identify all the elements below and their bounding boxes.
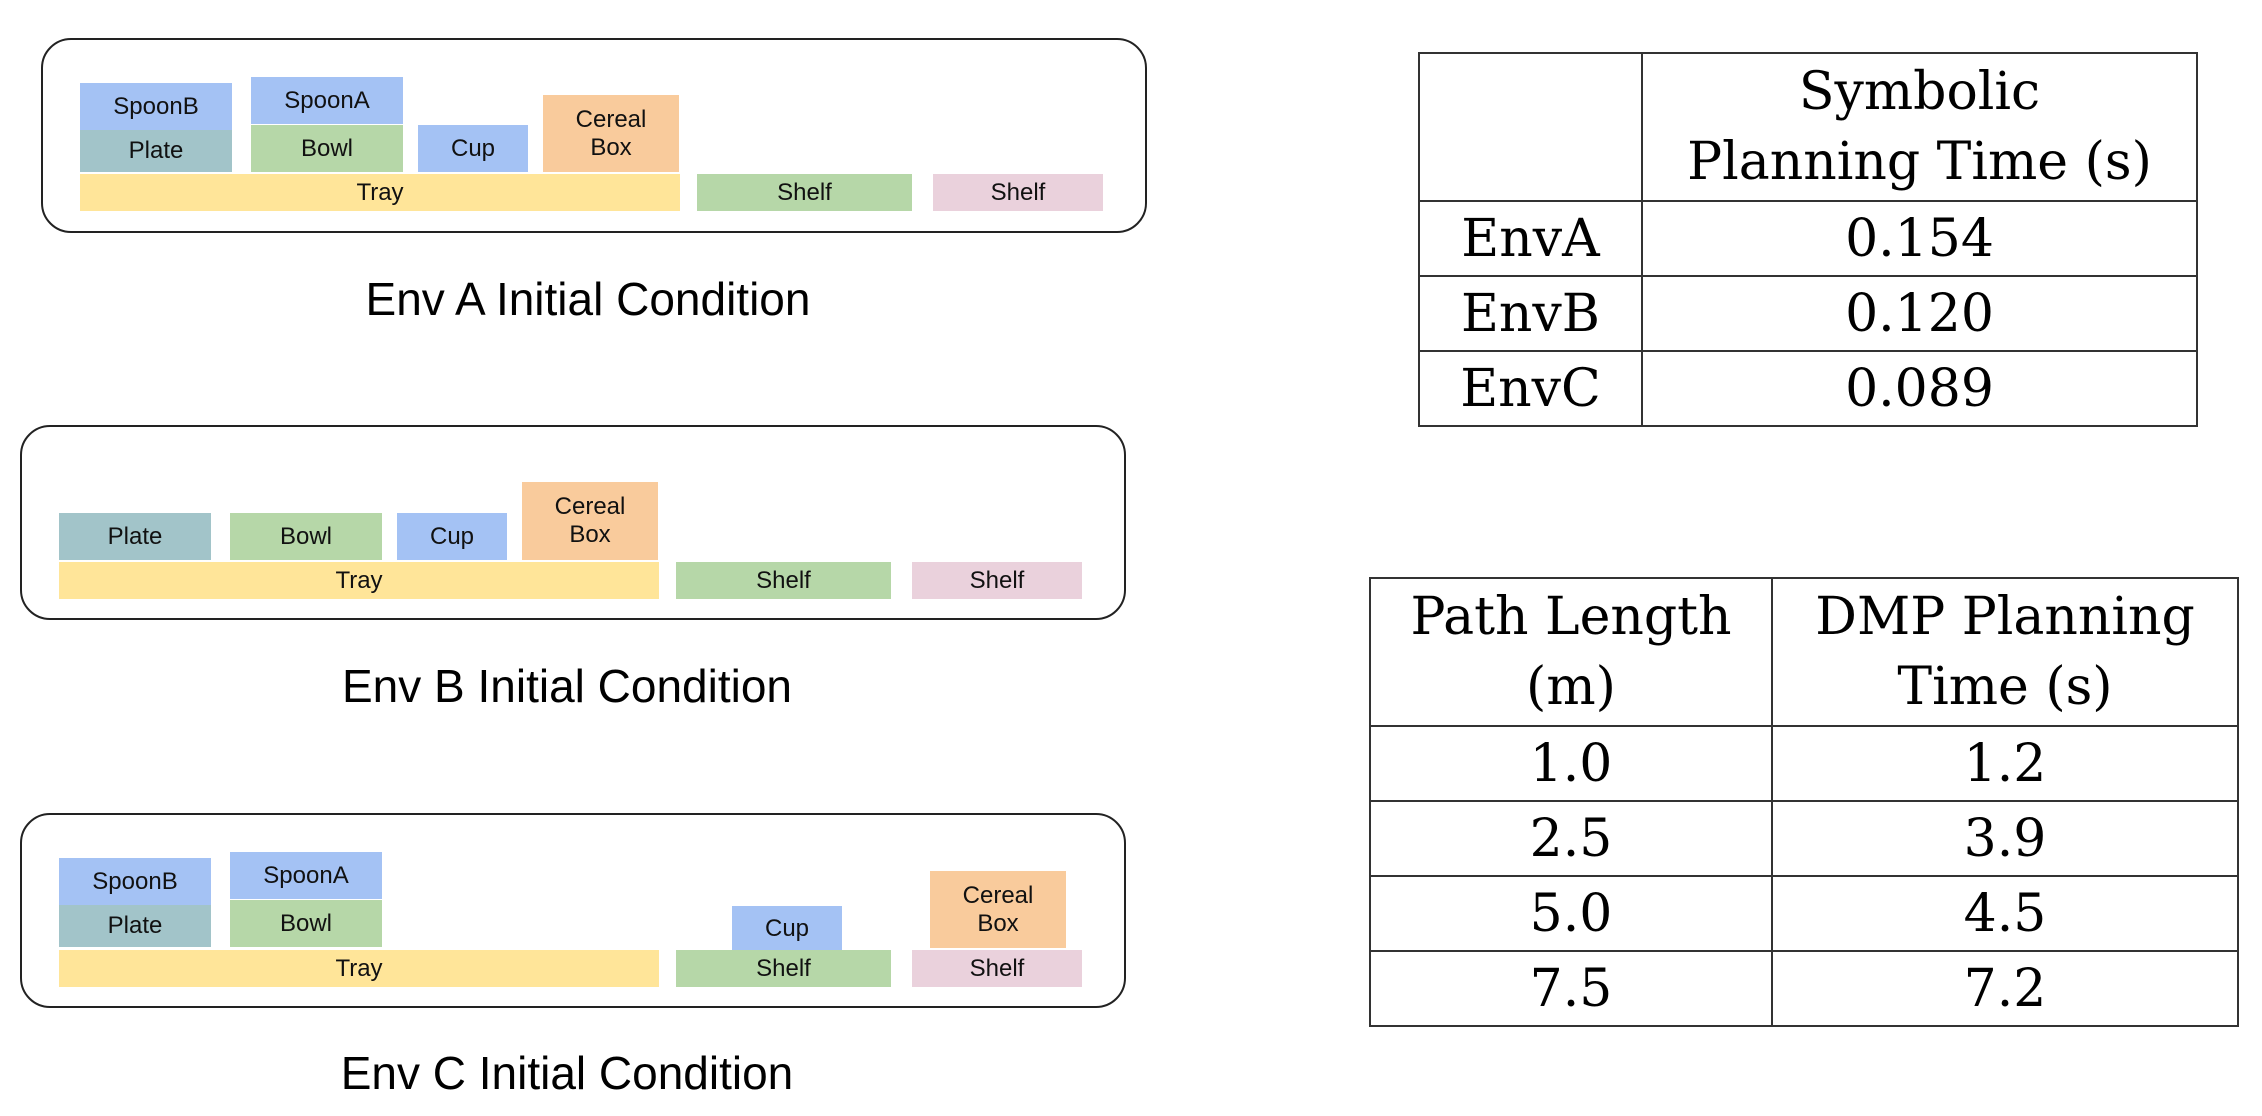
table-row: 7.5 7.2	[1369, 950, 2239, 1027]
env-a-tray: Tray	[80, 174, 680, 211]
env-b-shelf-pink: Shelf	[912, 562, 1082, 599]
stray-mark	[1148, 490, 1151, 520]
env-b-plate: Plate	[59, 513, 211, 560]
env-a-spoonb: SpoonB	[80, 83, 232, 130]
env-a-caption: Env A Initial Condition	[365, 273, 811, 325]
table-cell: 0.154	[1641, 200, 2198, 277]
table-cell: 0.120	[1641, 275, 2198, 352]
env-a-plate: Plate	[80, 130, 232, 172]
env-b-tray: Tray	[59, 562, 659, 599]
env-b-cereal-box: Cereal Box	[522, 482, 658, 560]
table-row: 2.5 3.9	[1369, 800, 2239, 877]
env-c-caption: Env C Initial Condition	[340, 1047, 794, 1099]
table-cell: 7.2	[1771, 950, 2239, 1027]
table-row: EnvB 0.120	[1418, 275, 2198, 352]
env-c-spoona: SpoonA	[230, 852, 382, 899]
table-cell: 1.0	[1369, 725, 1773, 802]
env-c-cereal-box: Cereal Box	[930, 871, 1066, 948]
env-c-shelf-green: Shelf	[676, 950, 891, 987]
env-c-tray: Tray	[59, 950, 659, 987]
env-c-bowl: Bowl	[230, 900, 382, 947]
env-c-plate: Plate	[59, 905, 211, 947]
env-b-cup: Cup	[397, 513, 507, 560]
env-a-shelf-pink: Shelf	[933, 174, 1103, 211]
table-cell: 1.2	[1771, 725, 2239, 802]
env-c-shelf-pink: Shelf	[912, 950, 1082, 987]
env-a-bowl: Bowl	[251, 125, 403, 172]
dmp-planning-table: Path Length (m) DMP Planning Time (s) 1.…	[1369, 577, 2239, 1027]
table-cell: 4.5	[1771, 875, 2239, 952]
env-b-caption: Env B Initial Condition	[341, 660, 793, 712]
table-header-cell: DMP Planning Time (s)	[1771, 577, 2239, 727]
table-cell: 7.5	[1369, 950, 1773, 1027]
table-row: 1.0 1.2	[1369, 725, 2239, 802]
env-b-bowl: Bowl	[230, 513, 382, 560]
table-header-cell: Path Length (m)	[1369, 577, 1773, 727]
table-header-cell	[1418, 52, 1643, 202]
table-row: EnvA 0.154	[1418, 200, 2198, 277]
table-cell: EnvA	[1418, 200, 1643, 277]
env-a-cup: Cup	[418, 125, 528, 172]
table-cell: 5.0	[1369, 875, 1773, 952]
table-row: 5.0 4.5	[1369, 875, 2239, 952]
table-cell: 3.9	[1771, 800, 2239, 877]
table-cell: 0.089	[1641, 350, 2198, 427]
env-a-shelf-green: Shelf	[697, 174, 912, 211]
env-b-shelf-green: Shelf	[676, 562, 891, 599]
table-cell: 2.5	[1369, 800, 1773, 877]
env-a-spoona: SpoonA	[251, 77, 403, 124]
table-cell: EnvC	[1418, 350, 1643, 427]
env-a-cereal-box: Cereal Box	[543, 95, 679, 172]
table-header-row: Symbolic Planning Time (s)	[1418, 52, 2198, 202]
table-header-row: Path Length (m) DMP Planning Time (s)	[1369, 577, 2239, 727]
table-cell: EnvB	[1418, 275, 1643, 352]
table-header-cell: Symbolic Planning Time (s)	[1641, 52, 2198, 202]
table-row: EnvC 0.089	[1418, 350, 2198, 427]
env-c-spoonb: SpoonB	[59, 858, 211, 905]
symbolic-planning-table: Symbolic Planning Time (s) EnvA 0.154 En…	[1418, 52, 2198, 427]
env-c-cup: Cup	[732, 906, 842, 951]
